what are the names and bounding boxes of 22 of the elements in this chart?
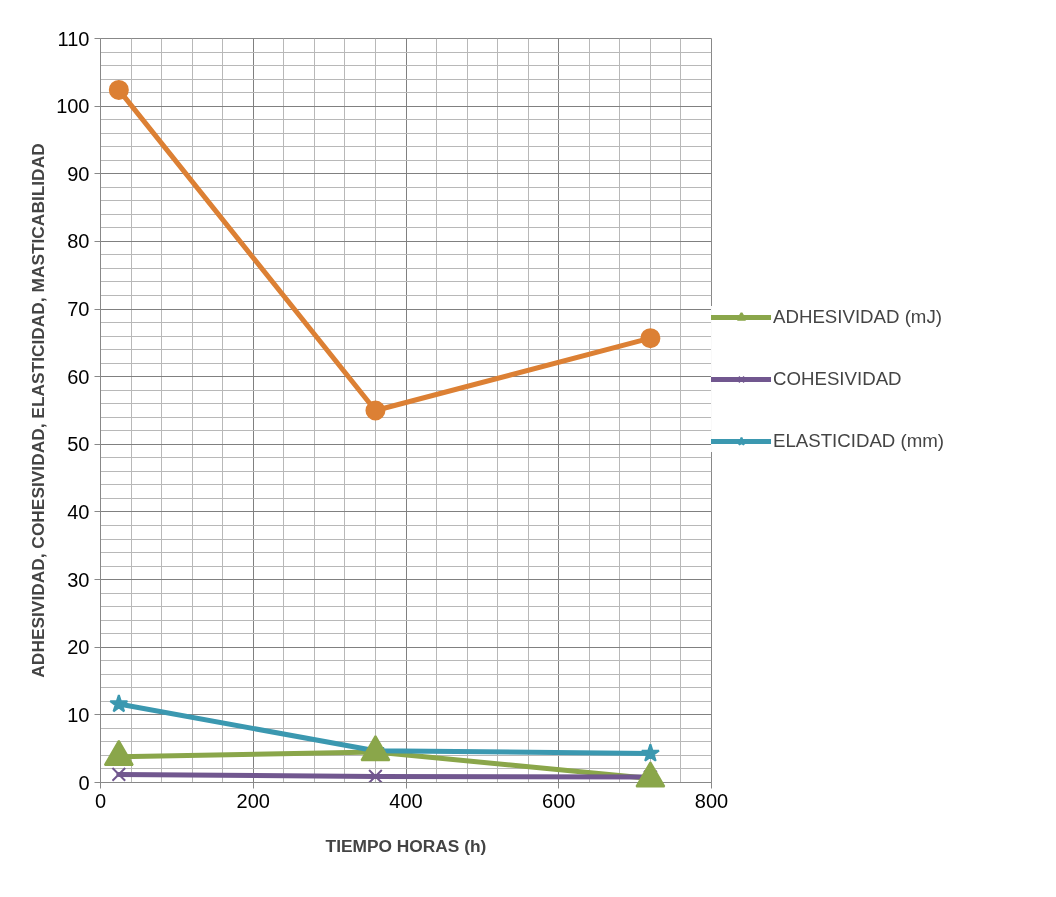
y-tick-label: 0 [78,771,90,794]
y-tick-label: 70 [67,298,90,321]
y-tick-label: 110 [57,27,90,50]
y-tick-label: 30 [67,568,90,591]
x-tick-label: 600 [542,789,576,812]
x-tick-label: 400 [389,789,423,812]
y-tick-label: 100 [56,95,90,118]
x-tick-label: 200 [236,789,270,812]
legend-label: ELASTICIDAD (mm) [773,430,945,452]
y-tick-label: 80 [67,230,90,253]
y-tick-label: 60 [67,365,90,388]
x-tick-label: 0 [94,789,107,812]
x-axis-title: TIEMPO HORAS (h) [325,835,487,856]
y-tick-label: 90 [67,162,90,185]
y-tick-label: 40 [67,500,90,523]
legend-label: ADHESIVIDAD (mJ) [773,306,942,328]
legend-label: COHESIVIDAD [773,368,902,390]
y-axis-title: ADHESIVIDAD, COHESIVIDAD, ELASTICIDAD, MASTICABILIDAD [28,143,49,678]
x-tick-label: 800 [694,789,729,812]
y-tick-label: 20 [67,636,90,659]
y-tick-label: 50 [67,433,90,456]
y-tick-label: 10 [67,703,90,726]
